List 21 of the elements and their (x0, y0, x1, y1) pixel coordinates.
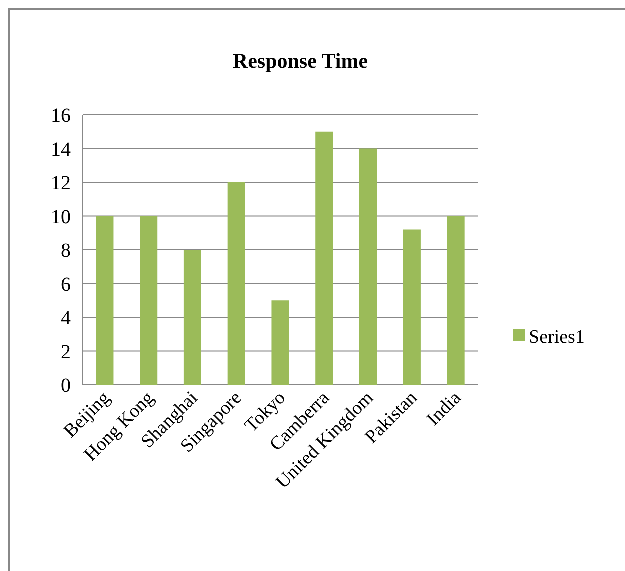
bar (272, 300, 290, 385)
bar (360, 148, 378, 385)
y-tick-label: 8 (61, 240, 71, 262)
bar (316, 132, 334, 385)
y-tick-label: 14 (51, 138, 71, 161)
y-tick-label: 0 (61, 375, 71, 397)
bar (96, 216, 114, 385)
bar (140, 216, 158, 385)
x-tick-label: India (423, 387, 466, 430)
y-tick-label: 2 (61, 341, 71, 364)
legend-label: Series1 (529, 327, 585, 348)
y-tick-label: 4 (61, 308, 71, 330)
y-tick-label: 6 (61, 274, 71, 296)
y-tick-label: 10 (51, 206, 71, 228)
bar (403, 230, 421, 385)
chart-title: Response Time (232, 49, 368, 73)
y-tick-label: 16 (51, 105, 71, 127)
bar (184, 250, 202, 385)
bar (228, 182, 246, 385)
bar (447, 216, 465, 385)
y-tick-label: 12 (51, 172, 71, 194)
